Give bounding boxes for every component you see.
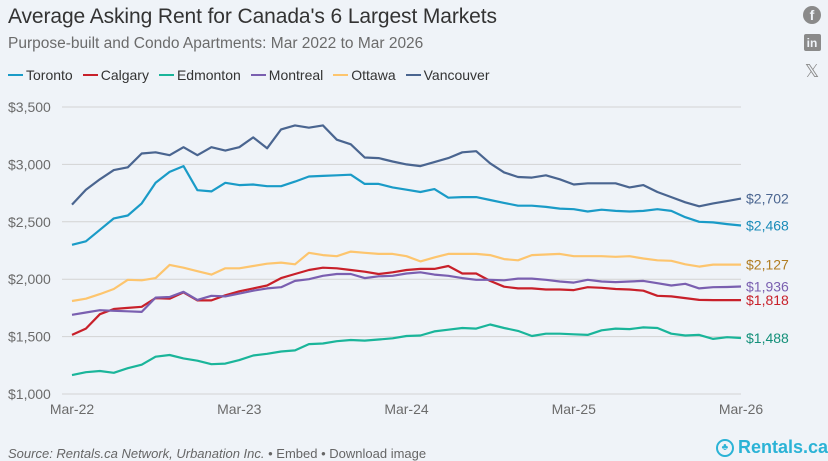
series-line-edmonton	[71, 323, 742, 377]
series-line-vancouver	[71, 124, 742, 208]
y-tick-label: $2,500	[8, 214, 51, 230]
legend-swatch	[82, 73, 98, 77]
legend-item-ottawa[interactable]: Ottawa	[333, 67, 396, 83]
linkedin-icon[interactable]: in	[803, 34, 821, 51]
facebook-icon[interactable]: f	[803, 6, 821, 24]
x-axis-ticks: Mar-22 Mar-23 Mar-24 Mar-25 Mar-26	[50, 401, 764, 417]
legend-item-vancouver[interactable]: Vancouver	[405, 67, 490, 83]
chart-title: Average Asking Rent for Canada's 6 Large…	[8, 5, 497, 28]
end-label-edmonton: $1,488	[746, 330, 789, 346]
source-footer: Source: Rentals.ca Network, Urbanation I…	[8, 446, 426, 461]
end-label-calgary: $1,818	[746, 292, 789, 308]
series-lines	[71, 124, 742, 377]
y-tick-label: $1,500	[8, 329, 51, 345]
maple-leaf-pin-icon: ♣	[715, 438, 734, 457]
x-tick-label: Mar-26	[719, 401, 764, 417]
series-line-calgary	[71, 264, 741, 336]
y-tick-label: $3,000	[8, 156, 51, 172]
legend-swatch	[405, 73, 421, 77]
legend-swatch	[250, 73, 266, 77]
end-labels: $2,468 $1,818 $1,488 $1,936 $2,127 $2,702	[746, 191, 789, 346]
x-tick-label: Mar-25	[552, 401, 597, 417]
series-line-montreal	[71, 271, 742, 316]
end-label-montreal: $1,936	[746, 279, 789, 295]
x-tick-label: Mar-23	[217, 401, 262, 417]
source-text: Source: Rentals.ca Network, Urbanation I…	[8, 446, 265, 461]
end-label-toronto: $2,468	[746, 217, 789, 233]
legend-item-toronto[interactable]: Toronto	[8, 67, 73, 83]
download-image-link[interactable]: • Download image	[321, 446, 427, 461]
y-tick-label: $2,000	[8, 271, 51, 287]
legend-item-edmonton[interactable]: Edmonton	[158, 67, 241, 83]
legend-label: Vancouver	[423, 67, 490, 83]
legend-label: Ottawa	[351, 67, 396, 83]
end-label-vancouver: $2,702	[746, 191, 789, 207]
legend: Toronto Calgary Edmonton Montreal Ottawa Vanc…	[8, 67, 490, 83]
legend-label: Toronto	[26, 67, 73, 83]
legend-swatch	[158, 73, 174, 77]
legend-swatch	[333, 73, 349, 77]
end-label-ottawa: $2,127	[746, 257, 789, 273]
y-tick-label: $3,500	[8, 99, 51, 115]
legend-item-calgary[interactable]: Calgary	[82, 67, 149, 83]
legend-label: Calgary	[100, 67, 149, 83]
series-line-ottawa	[71, 250, 741, 303]
legend-label: Montreal	[268, 67, 324, 83]
legend-item-montreal[interactable]: Montreal	[250, 67, 324, 83]
x-twitter-icon[interactable]: 𝕏	[804, 60, 820, 81]
brand-name: Rentals.ca	[737, 437, 828, 457]
legend-label: Edmonton	[176, 67, 241, 83]
legend-swatch	[8, 73, 23, 77]
chart-subtitle: Purpose-built and Condo Apartments: Mar …	[8, 35, 424, 52]
x-tick-label: Mar-24	[384, 401, 429, 417]
social-share: f in 𝕏	[802, 6, 822, 81]
y-axis-ticks: $1,000 $1,500 $2,000 $2,500 $3,000 $3,500	[8, 99, 51, 402]
embed-link[interactable]: • Embed	[268, 446, 318, 461]
brand-logo[interactable]: ♣ Rentals.ca	[715, 437, 828, 458]
series-line-toronto	[71, 165, 742, 246]
x-tick-label: Mar-22	[50, 401, 95, 417]
gridlines	[62, 106, 741, 395]
y-tick-label: $1,000	[8, 386, 51, 402]
